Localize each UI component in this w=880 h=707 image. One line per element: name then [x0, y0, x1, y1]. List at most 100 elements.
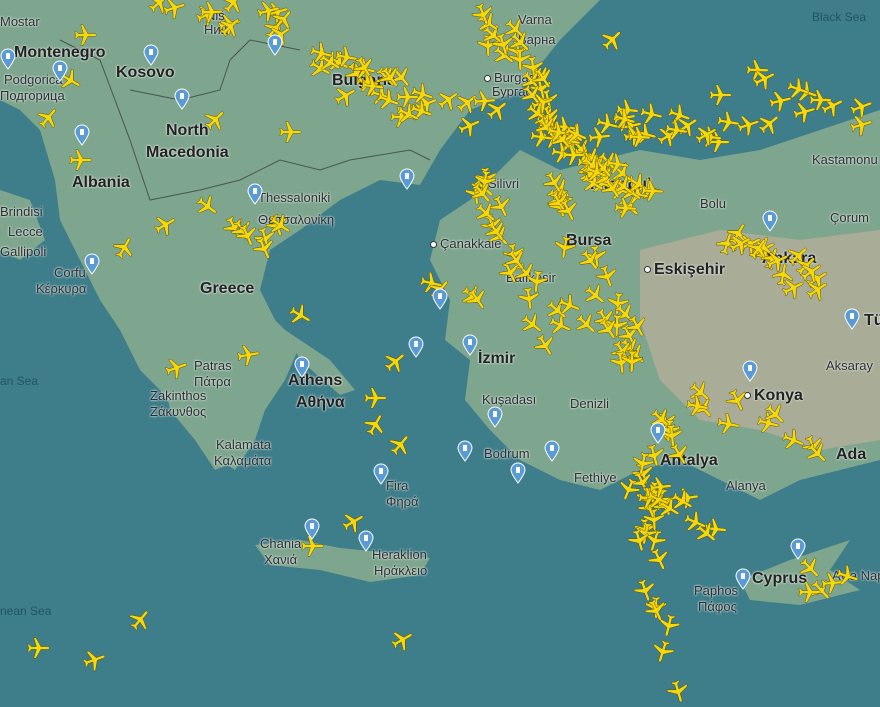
airplane-icon[interactable]: [756, 242, 790, 276]
airplane-icon[interactable]: [559, 117, 593, 151]
airplane-icon[interactable]: [211, 9, 248, 46]
control-tower-pin-icon[interactable]: [358, 530, 374, 552]
airplane-icon[interactable]: [606, 348, 635, 377]
airplane-icon[interactable]: [641, 505, 668, 532]
airplane-icon[interactable]: [604, 289, 632, 317]
airplane-icon[interactable]: [594, 170, 630, 206]
airplane-icon[interactable]: [372, 58, 408, 94]
airplane-icon[interactable]: [646, 472, 675, 501]
airplane-icon[interactable]: [122, 602, 159, 639]
airplane-icon[interactable]: [449, 84, 486, 121]
airplane-icon[interactable]: [106, 230, 142, 266]
airplane-icon[interactable]: [830, 559, 863, 592]
airplane-icon[interactable]: [611, 194, 639, 222]
airplane-icon[interactable]: [384, 622, 420, 658]
airplane-icon[interactable]: [663, 99, 696, 132]
airplane-icon[interactable]: [682, 374, 719, 411]
airplane-icon[interactable]: [72, 22, 98, 48]
airplane-icon[interactable]: [720, 217, 756, 253]
control-tower-pin-icon[interactable]: [544, 440, 560, 462]
airplane-icon[interactable]: [732, 108, 765, 141]
airplane-icon[interactable]: [664, 483, 700, 519]
airplane-icon[interactable]: [612, 472, 646, 506]
airplane-icon[interactable]: [483, 188, 518, 223]
airplane-icon[interactable]: [233, 340, 263, 370]
airplane-icon[interactable]: [560, 142, 586, 168]
airplane-icon[interactable]: [362, 385, 388, 411]
airplane-icon[interactable]: [159, 351, 192, 384]
airplane-icon[interactable]: [507, 46, 534, 73]
airplane-icon[interactable]: [77, 643, 110, 676]
control-tower-pin-icon[interactable]: [74, 124, 90, 146]
airplane-icon[interactable]: [603, 311, 630, 338]
airplane-icon[interactable]: [466, 0, 500, 31]
airplane-icon[interactable]: [252, 0, 284, 27]
airplane-icon[interactable]: [647, 635, 680, 668]
airplane-icon[interactable]: [630, 518, 661, 549]
airplane-icon[interactable]: [357, 71, 386, 100]
airplane-icon[interactable]: [619, 308, 654, 343]
airplane-icon[interactable]: [768, 260, 798, 290]
airplane-icon[interactable]: [635, 99, 666, 130]
airplane-icon[interactable]: [357, 407, 393, 443]
airplane-icon[interactable]: [464, 175, 501, 212]
airplane-icon[interactable]: [157, 0, 190, 25]
control-tower-pin-icon[interactable]: [735, 568, 751, 590]
airplane-icon[interactable]: [230, 218, 264, 252]
airplane-icon[interactable]: [522, 266, 551, 295]
control-tower-pin-icon[interactable]: [790, 538, 806, 560]
airplane-icon[interactable]: [723, 226, 758, 261]
airplane-icon[interactable]: [756, 396, 793, 433]
airplane-icon[interactable]: [613, 95, 641, 123]
airplane-icon[interactable]: [626, 123, 653, 150]
airplane-icon[interactable]: [791, 549, 828, 586]
airplane-icon[interactable]: [550, 232, 580, 262]
control-tower-pin-icon[interactable]: [174, 88, 190, 110]
airplane-icon[interactable]: [514, 306, 551, 343]
airplane-icon[interactable]: [638, 177, 666, 205]
airplane-icon[interactable]: [746, 62, 781, 97]
control-tower-pin-icon[interactable]: [0, 48, 16, 70]
control-tower-pin-icon[interactable]: [84, 253, 100, 275]
airplane-icon[interactable]: [798, 435, 835, 472]
control-tower-pin-icon[interactable]: [52, 60, 68, 82]
airplane-icon[interactable]: [246, 231, 280, 265]
control-tower-pin-icon[interactable]: [650, 422, 666, 444]
airplane-icon[interactable]: [474, 31, 501, 58]
airplane-icon[interactable]: [147, 207, 183, 243]
airplane-icon[interactable]: [550, 112, 579, 141]
airplane-icon[interactable]: [608, 103, 640, 135]
airplane-icon[interactable]: [594, 22, 631, 59]
airplane-icon[interactable]: [261, 208, 294, 241]
airplane-icon[interactable]: [277, 119, 303, 145]
airplane-icon[interactable]: [776, 423, 810, 457]
airplane-icon[interactable]: [519, 95, 555, 131]
airplane-icon[interactable]: [568, 306, 605, 343]
airplane-icon[interactable]: [799, 272, 835, 308]
airplane-icon[interactable]: [584, 123, 613, 152]
control-tower-pin-icon[interactable]: [510, 462, 526, 484]
airplane-icon[interactable]: [655, 416, 683, 444]
airplane-icon[interactable]: [765, 86, 796, 117]
airplane-icon[interactable]: [486, 37, 522, 73]
control-tower-pin-icon[interactable]: [304, 518, 320, 540]
airplane-icon[interactable]: [661, 115, 691, 145]
airplane-icon[interactable]: [618, 348, 645, 375]
control-tower-pin-icon[interactable]: [399, 168, 415, 190]
airplane-icon[interactable]: [382, 427, 419, 464]
airplane-icon[interactable]: [629, 118, 661, 150]
airplane-icon[interactable]: [701, 515, 729, 543]
airplane-icon[interactable]: [579, 155, 613, 189]
airplane-icon[interactable]: [740, 231, 776, 267]
airplane-icon[interactable]: [750, 105, 787, 142]
airplane-icon[interactable]: [793, 254, 829, 290]
control-tower-pin-icon[interactable]: [432, 288, 448, 310]
airplane-icon[interactable]: [391, 97, 426, 132]
airplane-icon[interactable]: [470, 88, 498, 116]
control-tower-pin-icon[interactable]: [762, 210, 778, 232]
airplane-icon[interactable]: [590, 260, 623, 293]
airplane-icon[interactable]: [262, 207, 298, 243]
airplane-icon[interactable]: [452, 108, 486, 142]
airplane-icon[interactable]: [627, 448, 658, 479]
airplane-icon[interactable]: [752, 407, 784, 439]
